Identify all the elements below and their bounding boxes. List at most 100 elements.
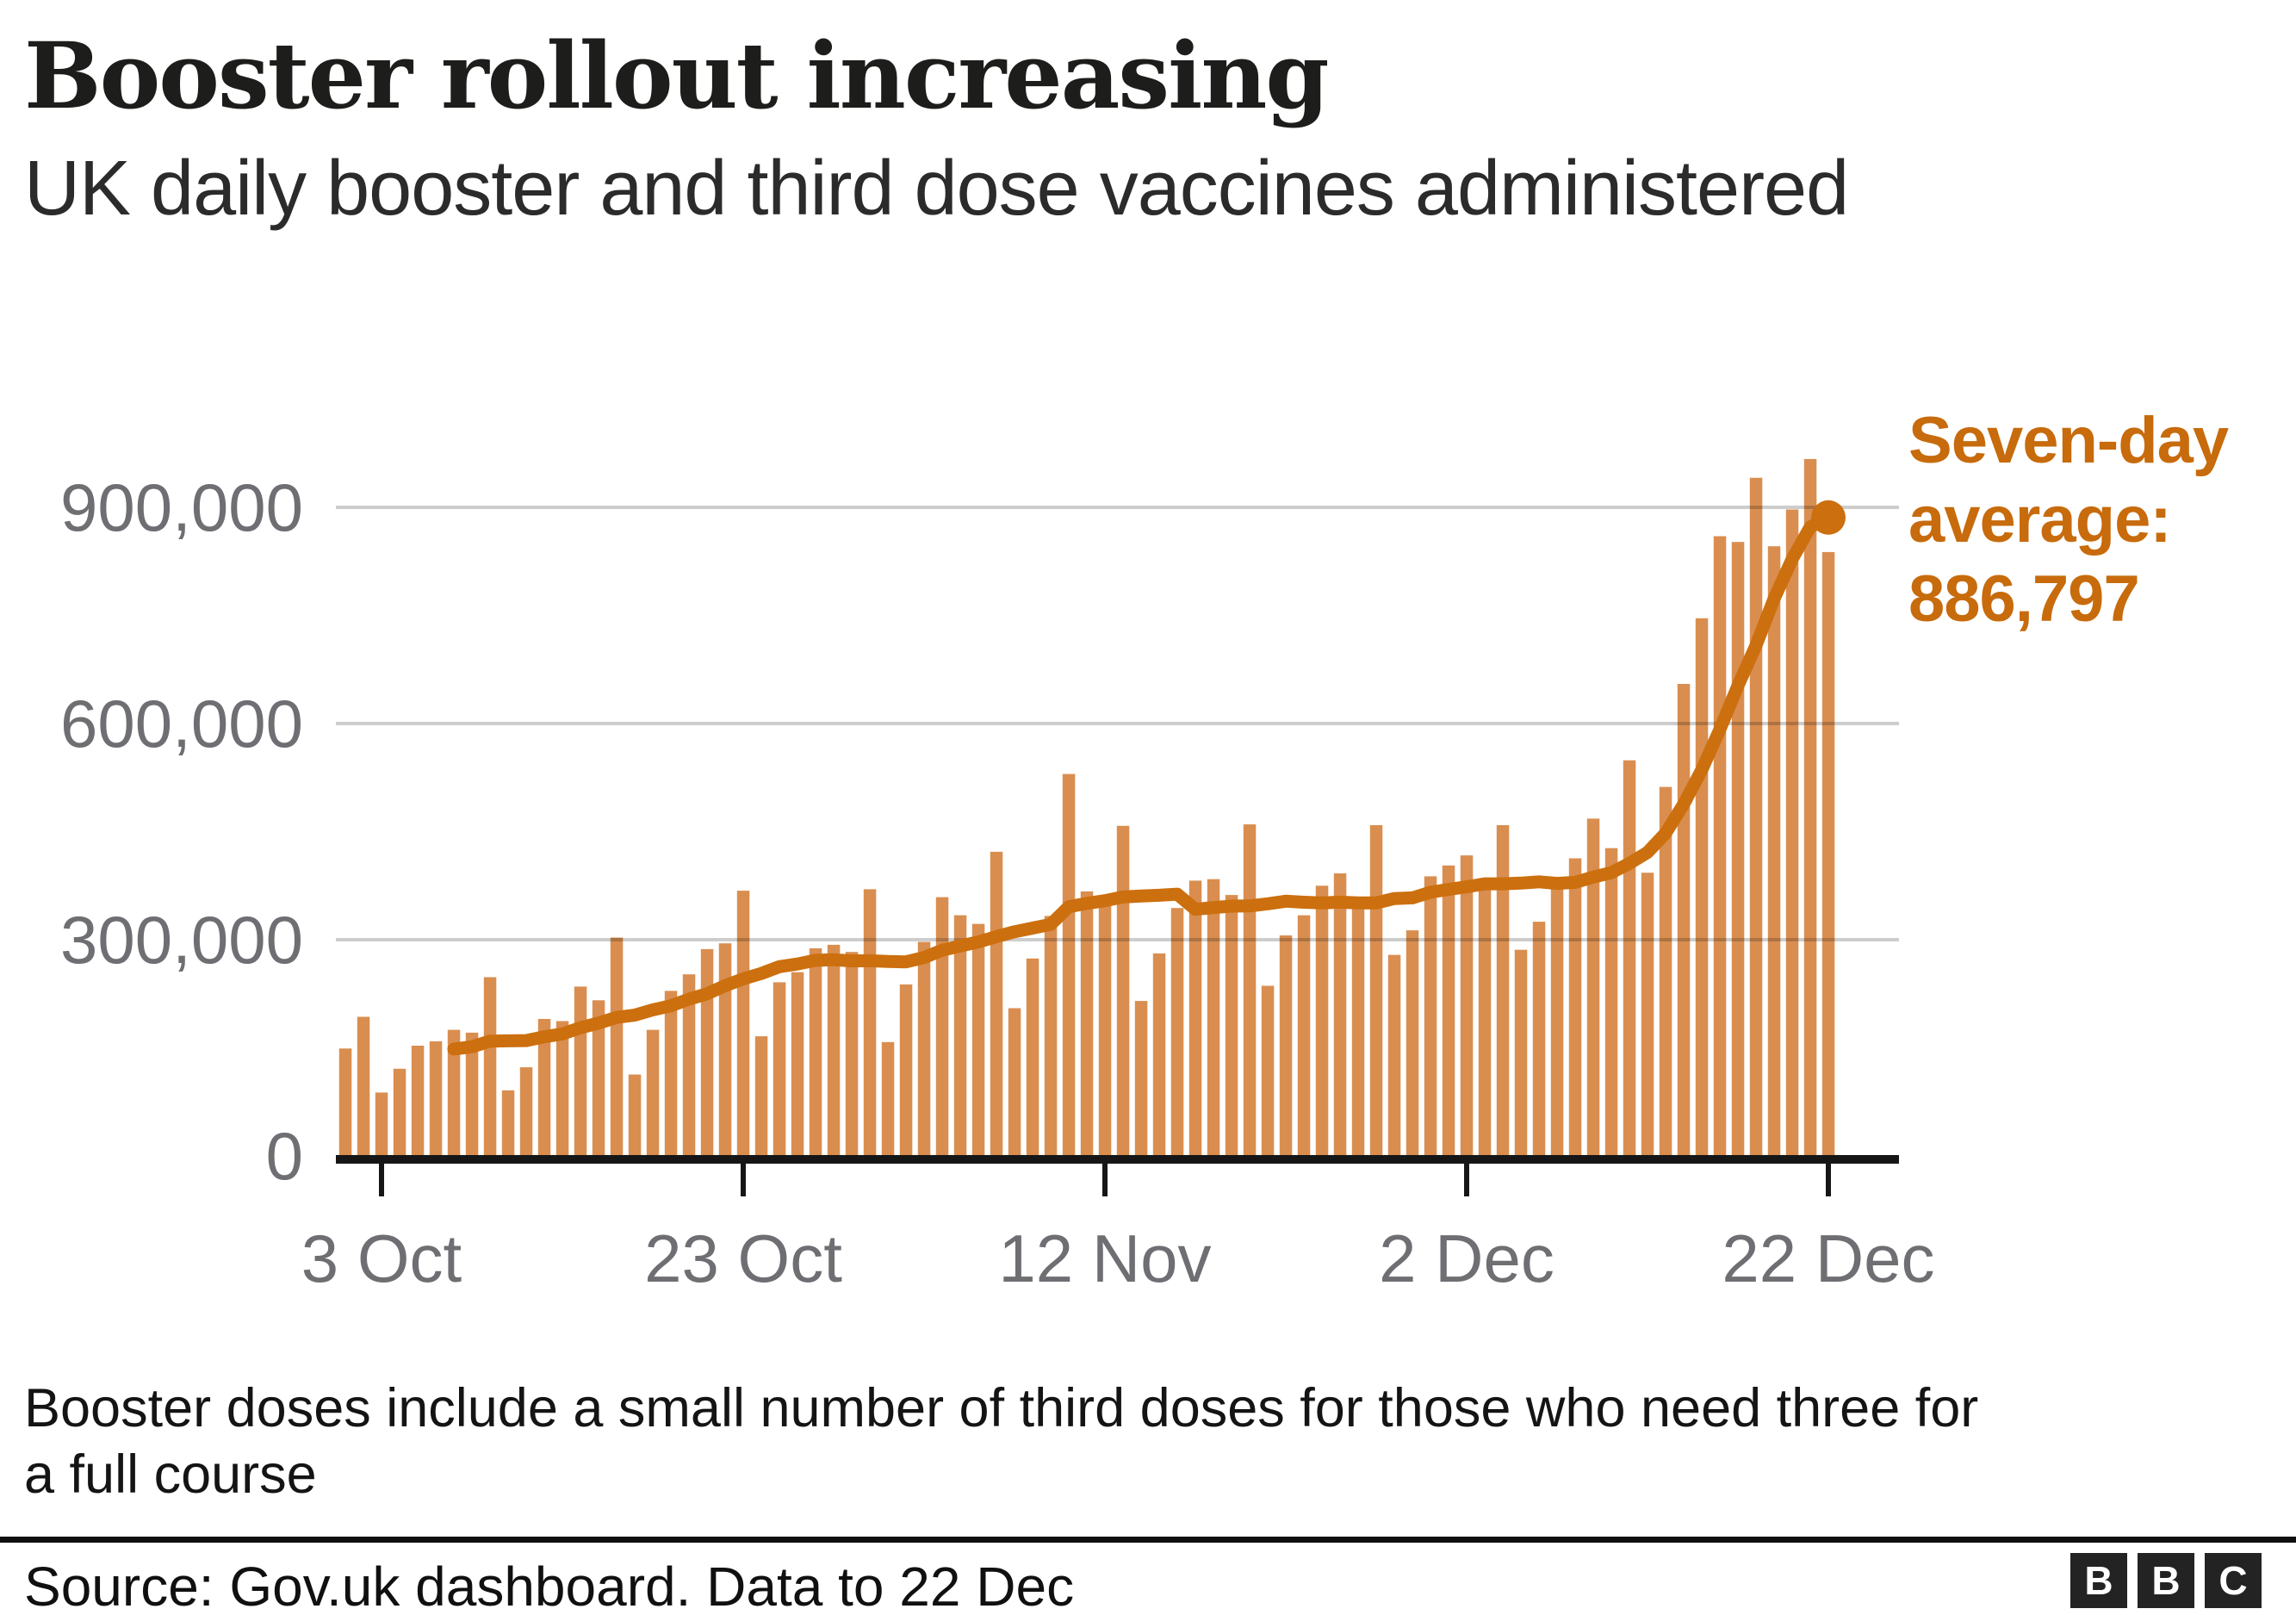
seven-day-average-line — [447, 511, 1835, 1056]
bar-24-oct — [754, 1036, 768, 1156]
bar-27-nov — [1369, 825, 1383, 1156]
bar-15-dec — [1695, 618, 1709, 1156]
footnote-line-2: a full course — [24, 1444, 317, 1505]
bar-21-nov — [1261, 985, 1275, 1156]
x-tick-12-nov — [1102, 1164, 1108, 1196]
bar-21-dec — [1803, 458, 1817, 1156]
x-tick-22-dec — [1826, 1164, 1831, 1196]
bar-23-oct — [736, 891, 750, 1156]
bar-27-oct — [809, 948, 822, 1156]
bar-1-oct — [338, 1048, 352, 1156]
x-tick-label-12-nov: 12 Nov — [998, 1221, 1211, 1296]
y-tick-label-0: 0 — [266, 1118, 303, 1194]
bar-25-nov — [1333, 873, 1347, 1156]
bar-18-nov — [1207, 879, 1220, 1156]
bar-3-nov — [935, 897, 949, 1156]
bar-23-nov — [1297, 915, 1311, 1156]
bbc-logo-letter: B — [2138, 1553, 2194, 1608]
bar-22-oct — [718, 943, 732, 1156]
bar-14-dec — [1677, 684, 1691, 1156]
y-tick-label-900000: 900,000 — [60, 469, 303, 545]
bar-5-nov — [971, 923, 985, 1156]
bar-8-dec — [1568, 858, 1582, 1156]
source-divider — [0, 1537, 2296, 1543]
x-tick-label-2-dec: 2 Dec — [1379, 1221, 1554, 1296]
bar-14-oct — [574, 986, 587, 1156]
bar-12-dec — [1641, 873, 1654, 1156]
bar-20-oct — [682, 974, 696, 1156]
bar-4-nov — [953, 915, 967, 1156]
bar-10-dec — [1604, 848, 1618, 1156]
bar-6-oct — [429, 1041, 443, 1156]
bar-28-oct — [827, 944, 841, 1156]
bar-26-oct — [791, 972, 804, 1156]
source-text: Source: Gov.uk dashboard. Data to 22 Dec — [24, 1556, 1075, 1615]
bar-16-nov — [1170, 908, 1184, 1156]
bar-10-nov — [1062, 773, 1076, 1156]
x-tick-label-3-oct: 3 Oct — [301, 1221, 462, 1296]
bar-30-oct — [863, 889, 877, 1156]
bar-10-oct — [501, 1090, 515, 1156]
line-end-dot — [1811, 500, 1846, 535]
x-tick-2-dec — [1464, 1164, 1469, 1196]
bar-6-dec — [1532, 922, 1546, 1156]
bar-1-nov — [899, 984, 913, 1156]
bar-7-dec — [1550, 886, 1564, 1156]
bar-17-nov — [1188, 880, 1202, 1156]
bar-26-nov — [1351, 900, 1365, 1156]
x-tick-label-22-dec: 22 Dec — [1722, 1221, 1934, 1296]
bar-8-oct — [465, 1032, 479, 1156]
bar-20-nov — [1243, 824, 1257, 1156]
bar-20-dec — [1785, 509, 1799, 1156]
bar-28-nov — [1387, 954, 1401, 1156]
bar-11-dec — [1623, 760, 1636, 1156]
bar-2-nov — [917, 941, 931, 1156]
bar-11-nov — [1080, 891, 1094, 1156]
bar-19-dec — [1767, 546, 1781, 1156]
bar-8-nov — [1026, 958, 1039, 1156]
bbc-logo-letter: C — [2205, 1553, 2262, 1608]
bar-31-oct — [881, 1041, 895, 1156]
bar-30-nov — [1424, 876, 1437, 1156]
bar-16-oct — [610, 937, 624, 1156]
bar-18-oct — [646, 1029, 660, 1156]
page-title: Booster rollout increasing — [24, 22, 1330, 129]
bar-3-oct — [375, 1092, 388, 1156]
bar-13-oct — [555, 1021, 569, 1156]
x-tick-23-oct — [741, 1164, 746, 1196]
bar-24-nov — [1315, 885, 1329, 1157]
bar-19-nov — [1225, 895, 1238, 1156]
annotation-line-2: average: — [1908, 483, 2172, 556]
x-tick-3-oct — [379, 1164, 384, 1196]
bbc-logo-letter: B — [2070, 1553, 2127, 1608]
bar-4-oct — [393, 1068, 406, 1156]
annotation-line-1: Seven-day — [1908, 404, 2229, 477]
annotation-value: 886,797 — [1908, 562, 2140, 636]
bar-29-oct — [845, 952, 859, 1156]
bar-7-oct — [447, 1029, 461, 1156]
bar-12-oct — [537, 1019, 551, 1156]
bar-17-oct — [628, 1074, 642, 1156]
bar-6-nov — [990, 851, 1003, 1156]
bar-13-dec — [1659, 786, 1672, 1156]
chart-subtitle: UK daily booster and third dose vaccines… — [24, 146, 1849, 232]
bar-14-nov — [1134, 1001, 1148, 1156]
bar-15-nov — [1152, 953, 1166, 1156]
bar-9-oct — [483, 977, 497, 1156]
bar-17-dec — [1731, 542, 1745, 1156]
bar-2-oct — [357, 1016, 370, 1156]
source-row: Source: Gov.uk dashboard. Data to 22 Dec… — [0, 1543, 2296, 1615]
bar-29-nov — [1406, 930, 1419, 1156]
bar-7-nov — [1008, 1008, 1021, 1156]
bar-9-nov — [1044, 916, 1058, 1156]
bar-13-nov — [1116, 825, 1130, 1156]
bar-16-dec — [1713, 536, 1727, 1156]
bar-21-oct — [700, 948, 714, 1156]
bar-25-oct — [773, 982, 786, 1156]
bar-5-oct — [411, 1046, 425, 1156]
bbc-logo: B B C — [2070, 1553, 2262, 1608]
bar-1-dec — [1442, 865, 1455, 1156]
bar-9-dec — [1586, 818, 1600, 1156]
